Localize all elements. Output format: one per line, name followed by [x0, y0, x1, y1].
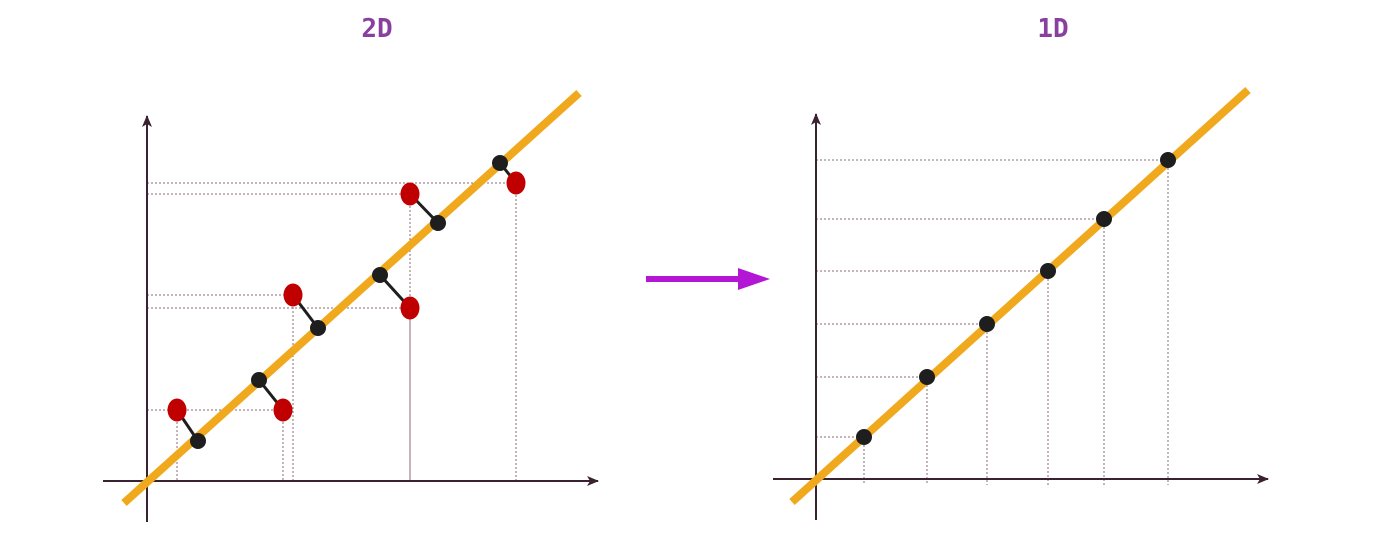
projected-point-1d-4 [1040, 263, 1056, 279]
right-points [856, 152, 1176, 445]
original-point-6 [506, 171, 526, 195]
original-point-3 [283, 283, 303, 307]
left-guides [147, 182, 517, 481]
projected-point-6 [492, 155, 508, 171]
projected-point-3 [310, 320, 326, 336]
title-1d: 1D [1037, 14, 1069, 44]
original-point-4 [400, 296, 420, 320]
projected-point-1d-2 [919, 369, 935, 385]
transform-arrow [646, 268, 770, 290]
projected-point-5 [430, 215, 446, 231]
projected-point-4 [372, 267, 388, 283]
projected-point-1 [190, 433, 206, 449]
projected-point-1d-3 [979, 316, 995, 332]
right-guides [816, 159, 1169, 485]
projected-point-1d-6 [1160, 152, 1176, 168]
projected-point-1d-1 [856, 429, 872, 445]
projected-point-1d-5 [1096, 211, 1112, 227]
original-point-5 [400, 182, 420, 206]
title-2d: 2D [361, 14, 393, 44]
projected-point-2 [251, 372, 267, 388]
left-points [167, 155, 526, 449]
original-point-2 [273, 398, 293, 422]
original-point-1 [167, 398, 187, 422]
